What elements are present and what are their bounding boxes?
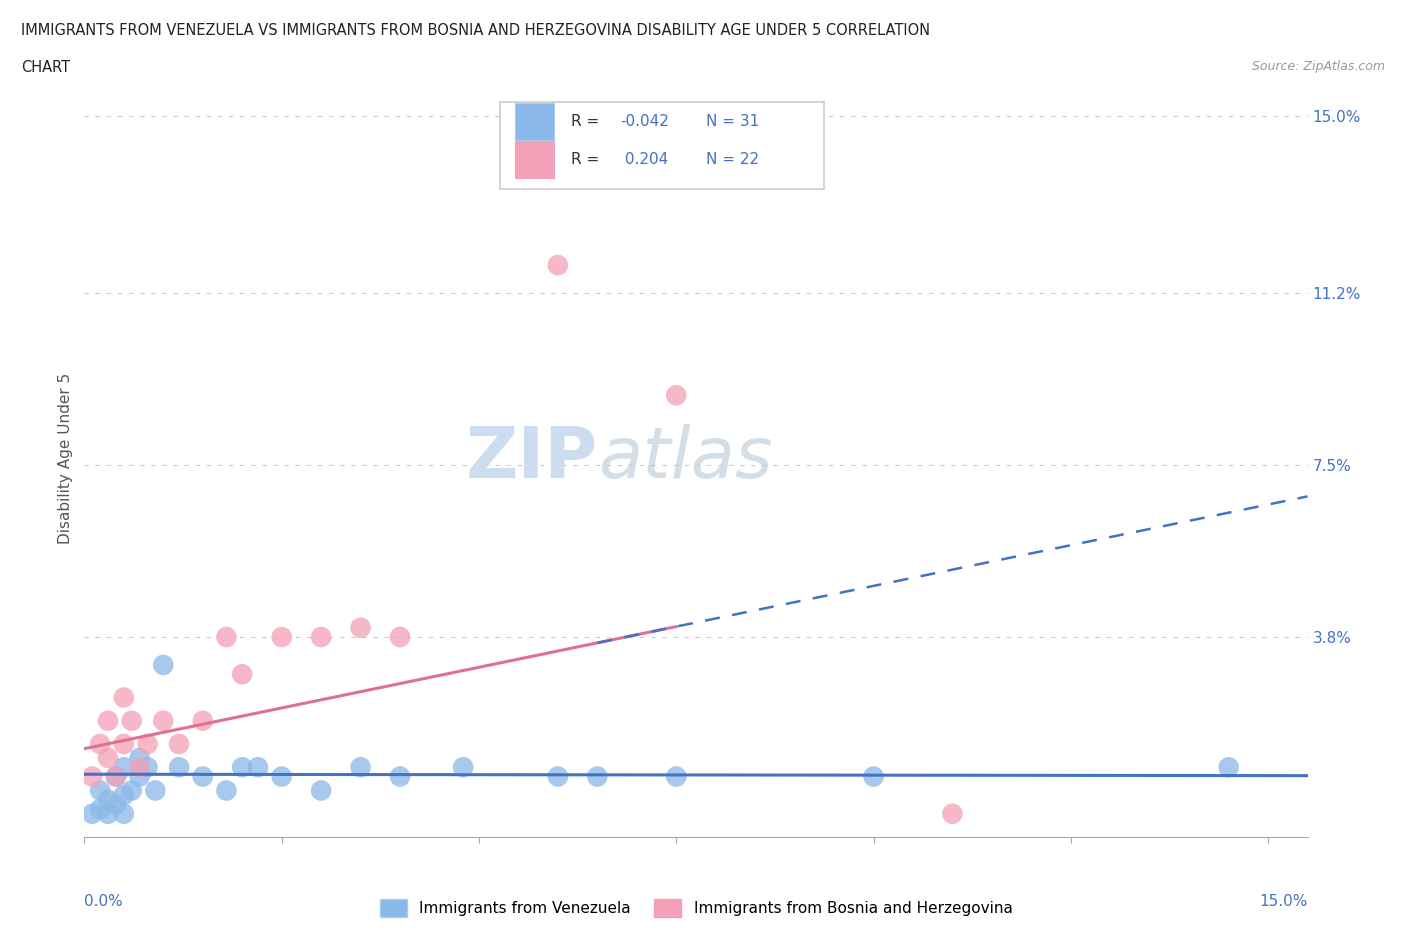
Text: ZIP: ZIP <box>465 423 598 493</box>
Bar <box>515 141 554 178</box>
Text: Source: ZipAtlas.com: Source: ZipAtlas.com <box>1251 60 1385 73</box>
Point <box>97 751 120 765</box>
Text: CHART: CHART <box>21 60 70 75</box>
Text: N = 22: N = 22 <box>706 152 759 166</box>
Point <box>97 806 120 821</box>
Point <box>97 792 120 807</box>
Point <box>451 760 474 775</box>
Point <box>152 658 174 672</box>
Point <box>270 769 292 784</box>
Point <box>104 769 127 784</box>
Point <box>112 788 135 803</box>
Point <box>665 769 688 784</box>
Text: atlas: atlas <box>598 423 773 493</box>
Point <box>246 760 269 775</box>
Point <box>309 630 332 644</box>
Y-axis label: Disability Age Under 5: Disability Age Under 5 <box>58 372 73 544</box>
Point <box>89 802 111 817</box>
Point <box>665 388 688 403</box>
Point <box>89 783 111 798</box>
Point <box>231 667 253 682</box>
Point <box>128 760 150 775</box>
Point <box>389 630 412 644</box>
Point <box>112 690 135 705</box>
Point <box>136 737 159 751</box>
Point <box>112 737 135 751</box>
Point <box>215 783 238 798</box>
Text: R =: R = <box>571 152 605 166</box>
Point <box>547 769 569 784</box>
Bar <box>515 103 554 140</box>
Point <box>547 258 569 272</box>
Point <box>167 760 190 775</box>
Text: 15.0%: 15.0% <box>1260 894 1308 909</box>
Text: IMMIGRANTS FROM VENEZUELA VS IMMIGRANTS FROM BOSNIA AND HERZEGOVINA DISABILITY A: IMMIGRANTS FROM VENEZUELA VS IMMIGRANTS … <box>21 23 931 38</box>
Point <box>121 713 143 728</box>
Legend: Immigrants from Venezuela, Immigrants from Bosnia and Herzegovina: Immigrants from Venezuela, Immigrants fr… <box>380 899 1012 917</box>
Point <box>145 783 167 798</box>
Point <box>104 769 127 784</box>
Point <box>104 797 127 812</box>
Point <box>112 760 135 775</box>
Point <box>89 737 111 751</box>
Text: 0.0%: 0.0% <box>84 894 124 909</box>
Point <box>586 769 609 784</box>
Text: R =: R = <box>571 114 605 129</box>
Point <box>82 769 104 784</box>
Point <box>309 783 332 798</box>
FancyBboxPatch shape <box>501 101 824 189</box>
Point <box>191 713 214 728</box>
Point <box>191 769 214 784</box>
Text: N = 31: N = 31 <box>706 114 759 129</box>
Point <box>136 760 159 775</box>
Text: -0.042: -0.042 <box>620 114 669 129</box>
Point <box>121 783 143 798</box>
Point <box>128 769 150 784</box>
Point <box>231 760 253 775</box>
Point <box>389 769 412 784</box>
Point <box>941 806 963 821</box>
Point <box>167 737 190 751</box>
Text: 0.204: 0.204 <box>620 152 668 166</box>
Point <box>82 806 104 821</box>
Point <box>349 620 371 635</box>
Point <box>97 713 120 728</box>
Point <box>270 630 292 644</box>
Point <box>862 769 884 784</box>
Point <box>152 713 174 728</box>
Point <box>349 760 371 775</box>
Point <box>128 751 150 765</box>
Point <box>1218 760 1240 775</box>
Point <box>112 806 135 821</box>
Point <box>215 630 238 644</box>
